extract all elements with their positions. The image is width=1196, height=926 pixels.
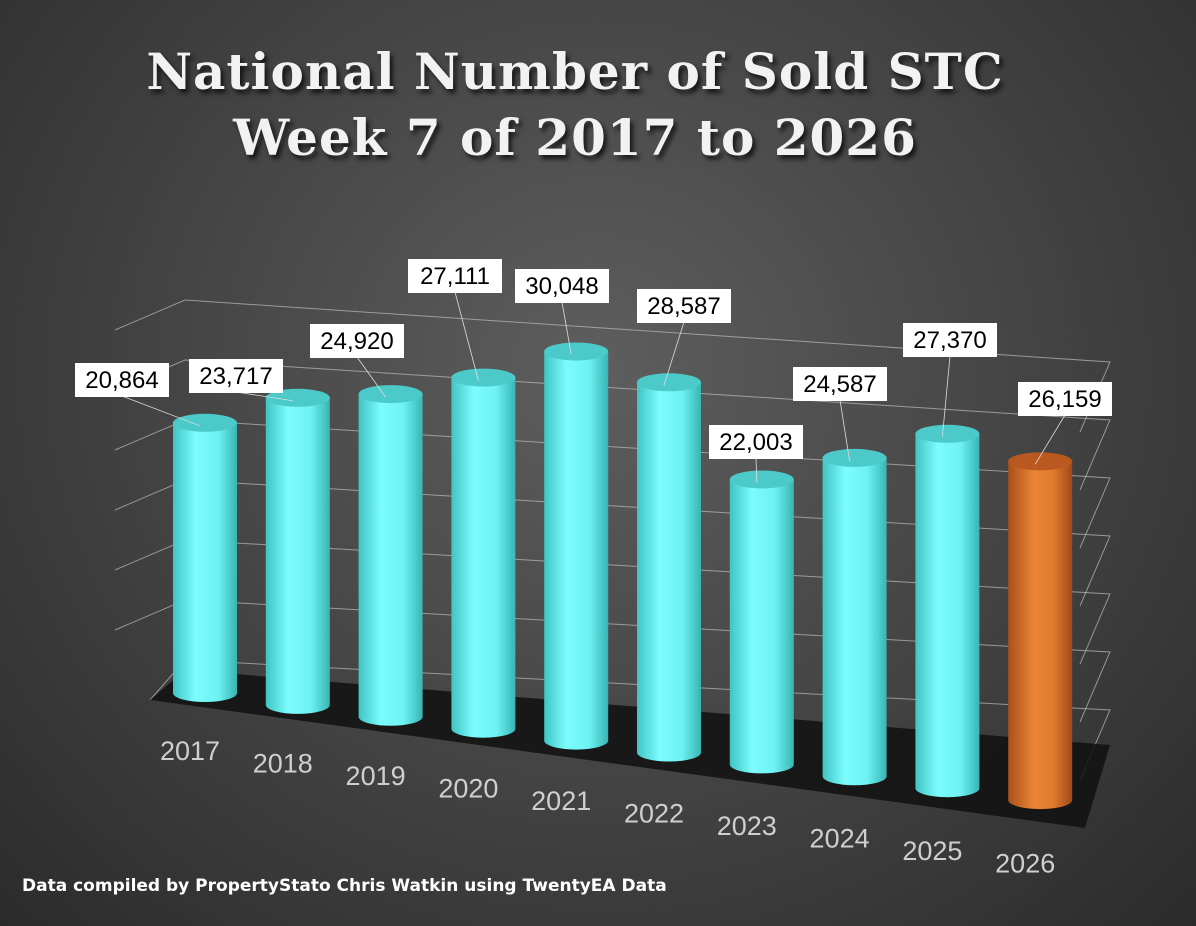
data-label-box [310,324,404,358]
data-label-2022: 28,587 [637,289,731,323]
leader-line [755,457,758,483]
data-label-2021: 30,048 [515,269,609,303]
footer-source: Data compiled by PropertyStato Chris Wat… [22,876,667,896]
chart-title: National Number of Sold STC [146,42,1004,101]
data-label-2019: 24,920 [310,324,404,358]
x-tick-label: 2024 [810,824,870,854]
bar-body [915,433,980,798]
x-tick-label: 2025 [902,836,962,866]
x-tick-label: 2018 [253,749,313,779]
data-label-box [793,367,887,401]
data-label-2017: 20,864 [75,363,169,397]
bar-2019 [358,385,423,726]
leader-line [235,391,293,402]
bar-body [637,382,701,762]
leader-line [663,321,685,386]
data-label: 22,003 [719,429,792,456]
data-label: 30,048 [525,273,598,300]
leader-line [839,399,850,461]
data-label: 26,159 [1028,386,1101,413]
bar-body [729,479,794,774]
data-label-box [903,323,997,357]
data-label-box [709,425,803,459]
bar-top [637,373,701,392]
x-tick-label: 2021 [531,786,591,816]
data-label-2023: 22,003 [709,425,803,459]
data-label-2024: 24,587 [793,367,887,401]
bar-top [265,388,330,407]
data-label: 27,111 [420,263,490,290]
bar-body [544,351,609,750]
bar-2026 [1008,452,1073,810]
x-tick-label: 2022 [624,799,684,829]
bar-top [915,424,980,443]
data-label: 24,587 [803,371,876,398]
bar-top [822,448,887,467]
data-label: 24,920 [320,328,393,355]
bar-top [451,368,516,387]
data-label-box [515,269,609,303]
leader-line [1034,414,1066,465]
data-label: 27,370 [913,327,986,354]
leader-line [356,356,386,398]
data-label-box [1018,382,1112,416]
bar-body [451,377,516,738]
leader-line [121,395,201,427]
data-label: 20,864 [85,367,158,394]
data-label-box [637,289,731,323]
x-tick-label: 2017 [160,736,220,766]
bar-body [822,457,887,786]
data-label-2020: 27,111 [408,259,502,293]
data-label-box [75,363,169,397]
leader-line [454,291,479,381]
data-label-2025: 27,370 [903,323,997,357]
bar-body [1008,461,1073,810]
data-label-box [408,259,502,293]
data-label-2026: 26,159 [1018,382,1112,416]
bar-top [544,342,609,361]
data-label-box [189,359,283,393]
data-label: 23,717 [199,363,272,390]
bar-top [1008,452,1073,471]
bar-body [265,397,330,714]
x-tick-label: 2020 [438,774,498,804]
bar-2022 [637,373,701,762]
leader-line [942,355,951,437]
bar-2020 [451,368,516,738]
data-label: 28,587 [647,293,720,320]
bar-2023 [729,470,794,774]
bar-2024 [822,448,887,786]
data-label-2018: 23,717 [189,359,283,393]
bar-top [358,385,423,404]
bar-2021 [544,342,609,750]
bar-2025 [915,424,980,798]
bar-2018 [265,388,330,714]
x-tick-label: 2026 [995,849,1055,879]
chart-subtitle: Week 7 of 2017 to 2026 [233,108,917,167]
bar-2017 [173,413,237,702]
bar-top [729,470,794,489]
bar-body [173,422,237,702]
x-tick-label: 2023 [717,811,777,841]
bar-body [358,394,423,726]
bar-top [173,413,237,432]
leader-line [561,301,572,355]
x-tick-label: 2019 [346,761,406,791]
